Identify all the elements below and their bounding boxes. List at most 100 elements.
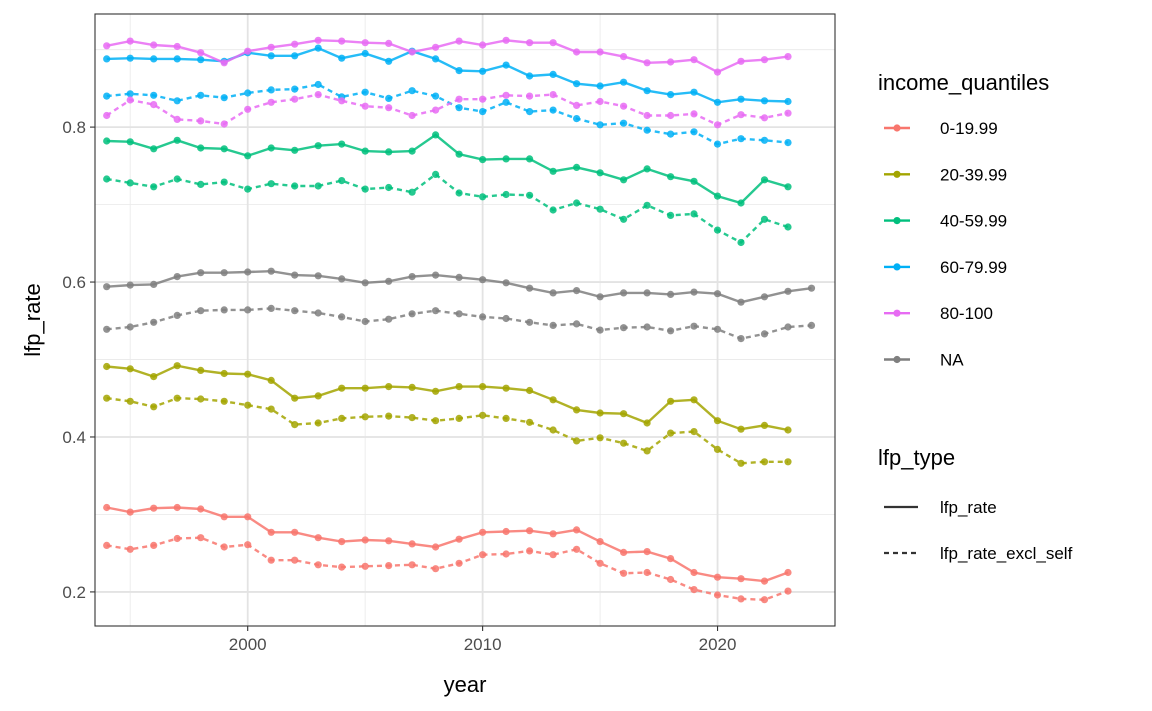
data-point: [573, 115, 581, 123]
data-point: [690, 428, 698, 436]
data-point: [150, 41, 158, 49]
data-point: [385, 57, 393, 65]
data-point: [173, 362, 181, 370]
legend-label: NA: [940, 351, 964, 370]
data-point: [455, 67, 463, 75]
data-point: [220, 369, 228, 378]
legend-key-point: [893, 309, 901, 317]
data-point: [150, 280, 158, 288]
data-point: [408, 111, 416, 120]
series-40-59-99-lfp-rate-excl-self: [103, 170, 792, 247]
data-point: [103, 283, 111, 291]
data-point: [220, 306, 228, 314]
data-point: [784, 139, 792, 147]
legend-label: 40-59.99: [940, 212, 1007, 231]
data-point: [197, 395, 205, 403]
data-point: [690, 88, 698, 96]
data-point: [267, 267, 275, 275]
data-point: [502, 527, 510, 536]
data-point: [573, 199, 581, 207]
data-point: [737, 298, 745, 306]
y-tick-label: 0.4: [62, 428, 86, 447]
data-point: [361, 279, 369, 287]
data-point: [596, 121, 604, 129]
data-point: [549, 91, 557, 99]
data-point: [103, 137, 111, 145]
data-point: [197, 117, 205, 125]
data-point: [173, 273, 181, 281]
data-point: [549, 530, 557, 538]
data-point: [361, 185, 369, 193]
data-point: [760, 97, 769, 105]
data-point: [690, 288, 698, 296]
data-point: [244, 89, 252, 97]
data-point: [291, 421, 299, 429]
data-point: [314, 80, 322, 89]
data-point: [549, 551, 557, 559]
data-point: [455, 273, 463, 281]
data-point: [596, 169, 604, 177]
data-point: [338, 37, 346, 45]
data-point: [667, 327, 675, 335]
data-point: [479, 193, 487, 201]
data-point: [291, 556, 299, 564]
data-point: [408, 561, 416, 569]
data-point: [455, 414, 463, 422]
data-point: [596, 205, 604, 213]
data-point: [432, 417, 440, 425]
data-point: [784, 53, 792, 61]
data-point: [502, 91, 510, 99]
data-point: [244, 370, 252, 378]
data-point: [690, 110, 698, 118]
data-point: [291, 271, 299, 279]
data-point: [244, 401, 252, 409]
data-point: [150, 183, 158, 191]
data-point: [526, 108, 534, 116]
data-point: [103, 175, 111, 183]
data-point: [408, 414, 416, 422]
data-point: [549, 206, 557, 214]
data-point: [455, 310, 463, 318]
data-point: [596, 326, 604, 334]
data-point: [760, 56, 769, 64]
data-point: [620, 53, 628, 61]
series-line: [106, 364, 789, 432]
data-point: [713, 121, 722, 129]
data-point: [197, 180, 205, 188]
data-point: [314, 36, 322, 44]
data-point: [502, 36, 510, 44]
data-point: [713, 573, 722, 581]
data-point: [126, 37, 134, 45]
data-point: [690, 210, 698, 218]
data-point: [103, 362, 111, 371]
data-point: [197, 56, 205, 64]
data-point: [385, 148, 393, 156]
data-point: [173, 115, 181, 123]
data-point: [126, 365, 134, 373]
y-axis-title: lfp_rate: [20, 283, 45, 356]
data-point: [314, 272, 322, 280]
data-point: [549, 106, 557, 114]
data-point: [455, 104, 463, 112]
data-point: [549, 39, 557, 47]
data-point: [150, 403, 158, 411]
data-point: [432, 170, 440, 178]
data-point: [667, 130, 675, 138]
data-point: [643, 289, 651, 297]
data-point: [784, 287, 792, 295]
data-point: [760, 421, 769, 429]
series-60-79-99-lfp-rate-excl-self: [103, 80, 792, 148]
series-0-19-99-lfp-rate: [103, 503, 792, 585]
legend-label: lfp_rate_excl_self: [940, 544, 1073, 563]
series-line: [106, 39, 789, 74]
data-point: [361, 536, 369, 544]
data-point: [643, 548, 651, 556]
data-point: [737, 199, 745, 207]
data-point: [126, 508, 134, 516]
data-point: [267, 304, 275, 312]
series-line: [106, 506, 789, 583]
data-point: [220, 120, 228, 128]
y-tick-label: 0.2: [62, 583, 86, 602]
legend-label: 60-79.99: [940, 258, 1007, 277]
data-point: [244, 152, 252, 160]
